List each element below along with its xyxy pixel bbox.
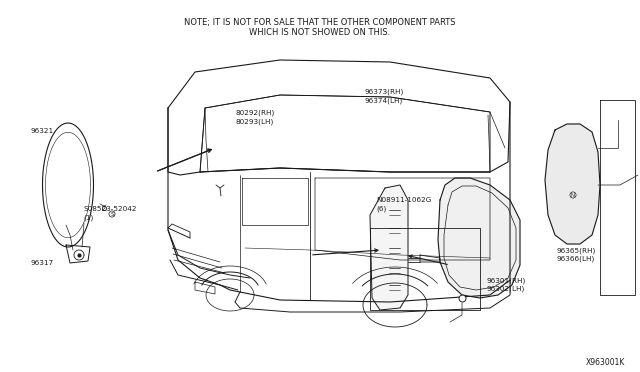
Text: NOTE; IT IS NOT FOR SALE THAT THE OTHER COMPONENT PARTS: NOTE; IT IS NOT FOR SALE THAT THE OTHER … [184, 18, 456, 27]
Text: 96365(RH)
96366(LH): 96365(RH) 96366(LH) [557, 247, 596, 262]
Text: N08911-1062G
(6): N08911-1062G (6) [376, 197, 432, 212]
Text: 96301(RH)
96302(LH): 96301(RH) 96302(LH) [486, 277, 525, 292]
Text: WHICH IS NOT SHOWED ON THIS.: WHICH IS NOT SHOWED ON THIS. [250, 28, 390, 37]
Text: S: S [110, 212, 114, 217]
Text: S08523-52042
(1): S08523-52042 (1) [83, 206, 137, 221]
Text: 96373(RH)
96374(LH): 96373(RH) 96374(LH) [365, 89, 404, 103]
Polygon shape [370, 185, 408, 310]
Polygon shape [438, 178, 520, 298]
Text: N: N [571, 192, 575, 198]
Polygon shape [545, 124, 600, 244]
Text: 80292(RH)
80293(LH): 80292(RH) 80293(LH) [236, 110, 275, 125]
Text: X963001K: X963001K [586, 358, 625, 367]
Text: 96317: 96317 [31, 260, 54, 266]
Text: 96321: 96321 [31, 128, 54, 134]
